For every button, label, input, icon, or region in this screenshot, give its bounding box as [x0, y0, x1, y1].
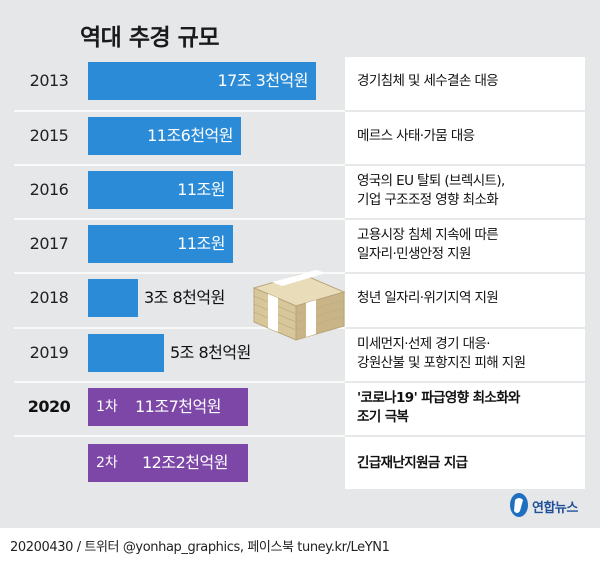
description-line: 조기 극복 [357, 409, 409, 425]
bar [88, 279, 138, 317]
bar [88, 334, 164, 372]
bar-value-label: 12조2천억원 [142, 453, 228, 472]
year-label: 2019 [29, 343, 69, 362]
bar [88, 444, 248, 482]
year-label: 2020 [27, 397, 71, 416]
yonhap-logo-icon [510, 493, 528, 517]
description-line: 고용시장 침체 지속에 따른 [357, 227, 499, 243]
bar [88, 171, 233, 209]
footer: 20200430 / 트위터 @yonhap_graphics, 페이스북 tu… [0, 528, 600, 580]
chart-title: 역대 추경 규모 [80, 25, 219, 51]
description-line: '코로나19' 파급영향 최소화와 [357, 390, 520, 406]
round-label: 1차 [96, 399, 118, 415]
round-label: 2차 [96, 455, 118, 471]
row-description: 청년 일자리·위기지역 지원 [357, 289, 582, 308]
bar-value-label: 17조 3천억원 [217, 71, 308, 90]
year-label: 2016 [29, 180, 69, 199]
description-line: 강원산불 및 포항지진 피해 지원 [357, 355, 526, 371]
description-line: 메르스 사태·가뭄 대응 [357, 128, 475, 144]
money-stack-icon [252, 270, 346, 341]
source-credit: 20200430 / 트위터 @yonhap_graphics, 페이스북 tu… [10, 540, 390, 555]
description-line: 기업 구조조정 영향 최소화 [357, 192, 499, 208]
row-description: 경기침체 및 세수결손 대응 [357, 72, 582, 91]
row-description: 메르스 사태·가뭄 대응 [357, 127, 582, 146]
description-line: 미세먼지·선제 경기 대응· [357, 336, 491, 352]
year-label: 2013 [29, 71, 69, 90]
bar [88, 225, 233, 263]
bar-value-label: 11조원 [177, 180, 225, 199]
bar [88, 388, 248, 426]
bar-value-label: 3조 8천억원 [144, 288, 225, 307]
row-separators [14, 110, 585, 437]
bar-value-label: 11조7천억원 [135, 397, 221, 416]
description-line: 청년 일자리·위기지역 지원 [357, 290, 499, 306]
bar [88, 117, 241, 155]
row-description: 미세먼지·선제 경기 대응· 강원산불 및 포항지진 피해 지원 [357, 335, 582, 373]
description-line: 경기침체 및 세수결손 대응 [357, 73, 499, 89]
row-description: 영국의 EU 탈퇴 (브렉시트), 기업 구조조정 영향 최소화 [357, 172, 582, 210]
row-description: 긴급재난지원금 지급 [357, 454, 582, 473]
description-line: 영국의 EU 탈퇴 (브렉시트), [357, 173, 505, 189]
bar-value-label: 5조 8천억원 [170, 343, 251, 362]
year-label: 2015 [29, 126, 69, 145]
year-label: 2017 [29, 234, 69, 253]
bar [88, 62, 316, 100]
yonhap-logo-text: 연합뉴스 [532, 501, 578, 516]
bar-value-label: 11조6천억원 [147, 126, 233, 145]
year-label: 2018 [29, 288, 69, 307]
description-line: 긴급재난지원금 지급 [357, 455, 468, 471]
description-line: 일자리·민생안정 지원 [357, 246, 471, 262]
bar-value-label: 11조원 [177, 234, 225, 253]
